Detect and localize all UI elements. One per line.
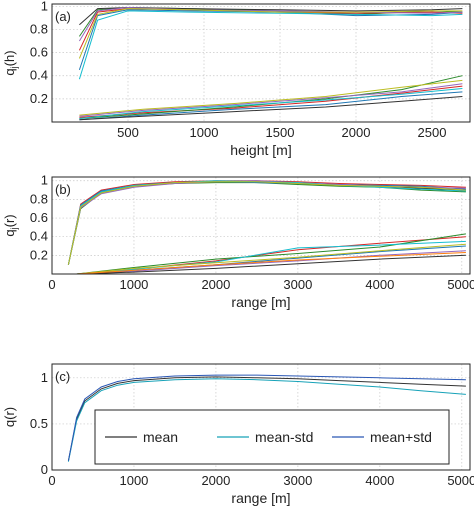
x-tick-label: 1000 xyxy=(119,473,148,488)
series-line xyxy=(76,252,466,274)
x-tick-label: 1500 xyxy=(266,125,295,140)
axes-frame xyxy=(51,363,471,471)
x-axis-label: height [m] xyxy=(230,142,291,158)
series-line xyxy=(78,6,463,42)
y-tick-label: 1 xyxy=(41,370,48,385)
x-tick-label: 3000 xyxy=(283,277,312,292)
x-tick-label: 0 xyxy=(48,473,55,488)
x-tick-label: 1000 xyxy=(190,125,219,140)
axes-frame xyxy=(51,3,471,123)
y-tick-label: 1 xyxy=(41,173,48,188)
y-tick-label: 1 xyxy=(41,0,48,13)
x-tick-label: 2500 xyxy=(418,125,447,140)
series-line xyxy=(76,254,466,274)
y-tick-label: 0.6 xyxy=(30,210,48,225)
legend-entry: mean-std xyxy=(255,429,313,445)
x-tick-label: 3000 xyxy=(283,473,312,488)
series-line xyxy=(79,6,463,26)
series-line xyxy=(79,91,463,121)
x-tick-label: 2000 xyxy=(201,277,230,292)
series-line xyxy=(67,180,466,265)
x-axis-label: range [m] xyxy=(231,294,290,310)
y-tick-label: 0.2 xyxy=(30,247,48,262)
legend-box xyxy=(94,409,450,465)
series-line xyxy=(78,10,463,80)
x-tick-label: 2000 xyxy=(201,473,230,488)
series-line xyxy=(67,378,466,462)
y-tick-label: 0.8 xyxy=(30,191,48,206)
series-line xyxy=(79,83,463,117)
series-line xyxy=(78,8,463,59)
series-line xyxy=(67,376,466,461)
series-line xyxy=(67,181,466,265)
panel-label: (a) xyxy=(55,9,71,24)
y-axis-label-text: qj(h) xyxy=(2,50,19,75)
series-line xyxy=(76,250,466,274)
y-axis-label-text: q(r) xyxy=(2,407,17,427)
x-tick-label: 2000 xyxy=(342,125,371,140)
y-tick-label: 0.2 xyxy=(30,91,48,106)
x-tick-label: 4000 xyxy=(365,473,394,488)
series-line xyxy=(79,79,463,116)
y-tick-label: 0.6 xyxy=(30,45,48,60)
y-tick-label: 0 xyxy=(41,462,48,477)
y-tick-label: 0.4 xyxy=(30,68,48,83)
x-tick-label: 4000 xyxy=(365,277,394,292)
y-axis-label: q(r) xyxy=(2,407,17,427)
y-tick-label: 0.4 xyxy=(30,229,48,244)
panel-label: (b) xyxy=(55,182,71,197)
series-line xyxy=(76,240,466,274)
series-line xyxy=(79,85,463,118)
panel-label: (c) xyxy=(55,369,70,384)
legend-entry: mean+std xyxy=(370,429,432,445)
y-axis-label-text: qj(r) xyxy=(2,214,19,236)
y-axis-label: qj(r) xyxy=(2,214,19,236)
x-tick-label: 5000 xyxy=(447,277,474,292)
y-tick-label: 0.8 xyxy=(30,21,48,36)
x-tick-label: 500 xyxy=(117,125,139,140)
axes-frame xyxy=(51,176,471,275)
y-axis-label: qj(h) xyxy=(2,50,19,75)
series-line xyxy=(76,243,466,274)
y-tick-label: 0.5 xyxy=(30,416,48,431)
series-line xyxy=(79,96,463,121)
x-tick-label: 0 xyxy=(48,277,55,292)
series-line xyxy=(79,88,463,119)
legend-entry: mean xyxy=(143,429,178,445)
x-axis-label: range [m] xyxy=(231,490,290,506)
series-line xyxy=(78,9,463,71)
x-tick-label: 5000 xyxy=(447,473,474,488)
x-tick-label: 1000 xyxy=(119,277,148,292)
series-line xyxy=(67,374,466,461)
